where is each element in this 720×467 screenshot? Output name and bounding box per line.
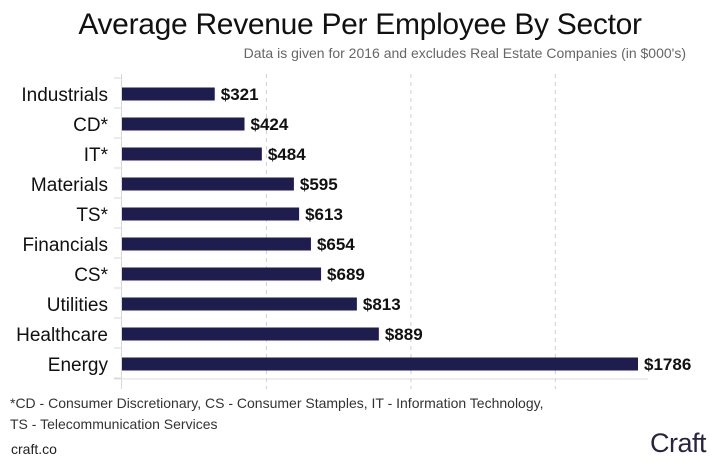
value-label: $1786 — [644, 355, 691, 374]
category-label: Energy — [48, 355, 109, 376]
value-label: $889 — [385, 325, 423, 344]
category-label: IT* — [84, 145, 109, 166]
category-label: CD* — [73, 115, 108, 136]
source-site: craft.co — [11, 441, 57, 457]
value-label: $595 — [300, 175, 338, 194]
category-label: Industrials — [21, 85, 108, 106]
chart-subtitle: Data is given for 2016 and excludes Real… — [243, 45, 686, 61]
value-label: $484 — [268, 145, 306, 164]
value-label: $654 — [317, 235, 355, 254]
category-label: Healthcare — [16, 325, 108, 346]
category-label: TS* — [76, 205, 108, 226]
category-labels: Industrials CD* IT* Materials TS* Financials C… — [16, 85, 108, 376]
value-label: $613 — [305, 205, 343, 224]
chart-title: Average Revenue Per Employee By Sector — [78, 8, 642, 41]
value-label: $321 — [221, 85, 259, 104]
bar-cs — [122, 267, 322, 281]
value-label: $689 — [327, 265, 365, 284]
bar-industrials — [122, 87, 215, 101]
category-label: CS* — [74, 265, 108, 286]
bar-ts — [122, 207, 300, 221]
value-labels: $321 $424 $484 $595 $613 $654 $689 $813 $889 $178… — [221, 85, 692, 374]
bars — [122, 87, 638, 371]
bar-financials — [122, 237, 311, 251]
footnote-line-1: *CD - Consumer Discretionary, CS - Consu… — [10, 395, 544, 411]
bar-it — [122, 147, 262, 161]
category-label: Materials — [31, 175, 108, 196]
bar-utilities — [122, 297, 357, 311]
bar-energy — [122, 357, 638, 371]
category-label: Financials — [22, 235, 108, 256]
value-label: $424 — [250, 115, 288, 134]
footnote: *CD - Consumer Discretionary, CS - Consu… — [10, 393, 650, 435]
bar-materials — [122, 177, 294, 191]
bar-cd — [122, 117, 245, 131]
bar-healthcare — [122, 327, 379, 341]
footnote-line-2: TS - Telecommunication Services — [10, 416, 218, 432]
value-label: $813 — [363, 295, 401, 314]
y-axis — [114, 74, 648, 389]
craft-logo: Craft — [649, 428, 707, 458]
category-label: Utilities — [47, 295, 108, 316]
